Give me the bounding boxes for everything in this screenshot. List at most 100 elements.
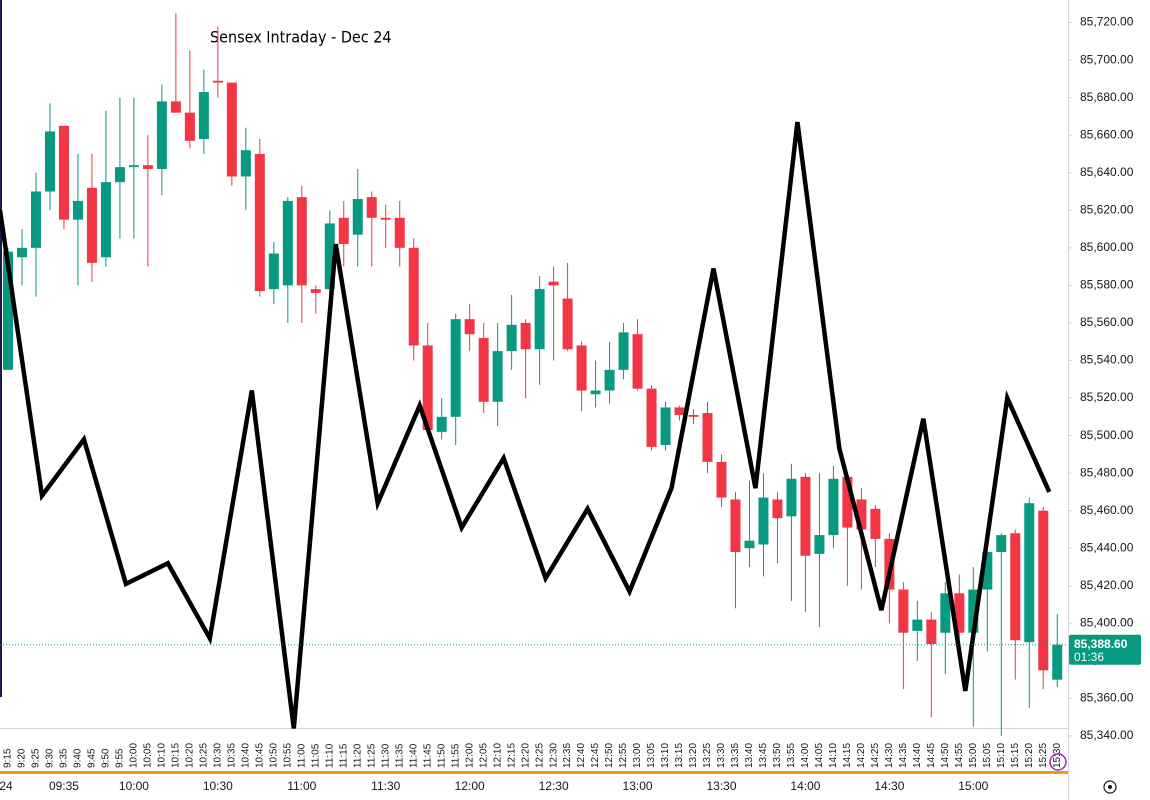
- y-tick-label: 85,520.00: [1080, 390, 1134, 404]
- y-tick-label: 85,340.00: [1080, 728, 1134, 742]
- x-tick-label: 12:30: [548, 743, 559, 768]
- time-axis-label: 12:00: [455, 779, 485, 793]
- x-tick-label: 14:45: [926, 743, 937, 768]
- x-tick-label: 13:00: [632, 743, 643, 768]
- candle-body: [646, 388, 657, 447]
- y-tick-label: 85,660.00: [1080, 127, 1134, 141]
- candle-body: [142, 165, 153, 169]
- time-axis-label: 10:00: [119, 779, 149, 793]
- x-tick-label: 11:20: [352, 743, 363, 768]
- candle-body: [842, 476, 853, 528]
- y-tick-label: 85,640.00: [1080, 165, 1134, 179]
- y-tick-label: 85,460.00: [1080, 503, 1134, 517]
- candle-body: [1010, 533, 1021, 641]
- time-axis-label: 11:00: [287, 779, 316, 793]
- candle-body: [674, 407, 685, 415]
- candle-body: [576, 345, 587, 391]
- candle-body: [450, 319, 461, 417]
- candle-body: [632, 334, 643, 389]
- candle-body: [1024, 503, 1035, 643]
- candle-body: [422, 345, 433, 430]
- candle-body: [240, 150, 251, 177]
- x-tick-label: 11:50: [436, 743, 447, 768]
- x-tick-label: 10:45: [254, 743, 265, 768]
- x-tick-label: 10:25: [199, 743, 210, 768]
- candle-body: [478, 337, 489, 402]
- x-tick-label: 12:55: [618, 743, 629, 768]
- x-tick-label: 9:15: [3, 748, 14, 768]
- time-axis-label: 24: [0, 779, 13, 793]
- candle-body: [1038, 510, 1049, 671]
- candle-body: [366, 197, 377, 218]
- x-tick-label: 11:15: [338, 743, 349, 768]
- candle-body: [324, 223, 335, 290]
- y-tick-label: 85,360.00: [1080, 691, 1134, 705]
- x-tick-label: 9:55: [115, 748, 126, 768]
- candle-body: [226, 82, 237, 177]
- x-tick-label: 12:10: [492, 743, 503, 768]
- x-tick-label: 13:25: [702, 743, 713, 768]
- y-tick-label: 85,560.00: [1080, 315, 1134, 329]
- time-axis-label: 11:30: [371, 779, 400, 793]
- x-tick-label: 9:35: [59, 748, 70, 768]
- candle-body: [758, 497, 769, 545]
- y-tick-label: 85,680.00: [1080, 90, 1134, 104]
- candle-body: [16, 247, 27, 258]
- y-tick-label: 85,600.00: [1080, 240, 1134, 254]
- goto-realtime[interactable]: [1049, 753, 1067, 771]
- x-tick-label: 11:25: [366, 743, 377, 768]
- x-tick-label: 9:20: [17, 748, 28, 768]
- x-tick-label: 11:55: [450, 743, 461, 768]
- time-axis-label: 09:35: [49, 779, 79, 793]
- x-tick-label: 13:35: [730, 743, 741, 768]
- x-tick-label: 11:40: [408, 743, 419, 768]
- candle-body: [436, 416, 447, 432]
- x-tick-label: 13:50: [772, 743, 783, 768]
- x-tick-label: 14:50: [940, 743, 951, 768]
- y-tick-label: 85,620.00: [1080, 202, 1134, 216]
- x-tick-label: 14:15: [842, 743, 853, 768]
- candle-body: [856, 499, 867, 530]
- candle-body: [114, 167, 125, 183]
- candle-body: [828, 478, 839, 536]
- candle-body: [338, 217, 349, 245]
- candle-body: [156, 101, 167, 169]
- x-tick-label: 9:25: [31, 748, 42, 768]
- x-tick-label: 15:00: [968, 743, 979, 768]
- x-tick-label: 9:45: [87, 748, 98, 768]
- y-tick-label: 85,500.00: [1080, 428, 1134, 442]
- x-tick-label: 12:50: [604, 743, 615, 768]
- x-tick-label: 14:25: [870, 743, 881, 768]
- x-tick-label: 14:10: [828, 743, 839, 768]
- candle-body: [58, 125, 69, 220]
- candle-body: [3, 251, 13, 370]
- x-tick-label: 14:20: [856, 743, 867, 768]
- x-tick-label: 13:20: [688, 743, 699, 768]
- x-tick-label: 10:55: [282, 743, 293, 768]
- x-tick-label: 15:10: [996, 743, 1007, 768]
- candle-body: [86, 187, 97, 263]
- candle-body: [814, 535, 825, 554]
- x-tick-label: 13:45: [758, 743, 769, 768]
- candle-body: [254, 153, 265, 292]
- candle-body: [128, 165, 139, 168]
- x-tick-label: 10:30: [212, 743, 223, 768]
- y-tick-label: 85,700.00: [1080, 52, 1134, 66]
- candle-body: [926, 619, 937, 644]
- x-tick-label: 10:10: [157, 743, 168, 768]
- x-tick-label: 11:10: [324, 743, 335, 768]
- chart-title: Sensex Intraday - Dec 24: [210, 28, 392, 47]
- x-tick-label: 10:00: [129, 743, 140, 768]
- candle-body: [352, 199, 363, 235]
- x-tick-label: 10:05: [143, 743, 154, 768]
- x-tick-label: 13:05: [646, 743, 657, 768]
- y-tick-label: 85,420.00: [1080, 578, 1134, 592]
- y-tick-label: 85,720.00: [1080, 15, 1134, 29]
- y-tick-label: 85,480.00: [1080, 465, 1134, 479]
- x-tick-label: 14:55: [954, 743, 965, 768]
- settings-icon[interactable]: [1103, 780, 1117, 794]
- plot-area: [0, 13, 1063, 736]
- x-tick-label: 11:05: [310, 743, 321, 768]
- x-tick-label: 13:10: [660, 743, 671, 768]
